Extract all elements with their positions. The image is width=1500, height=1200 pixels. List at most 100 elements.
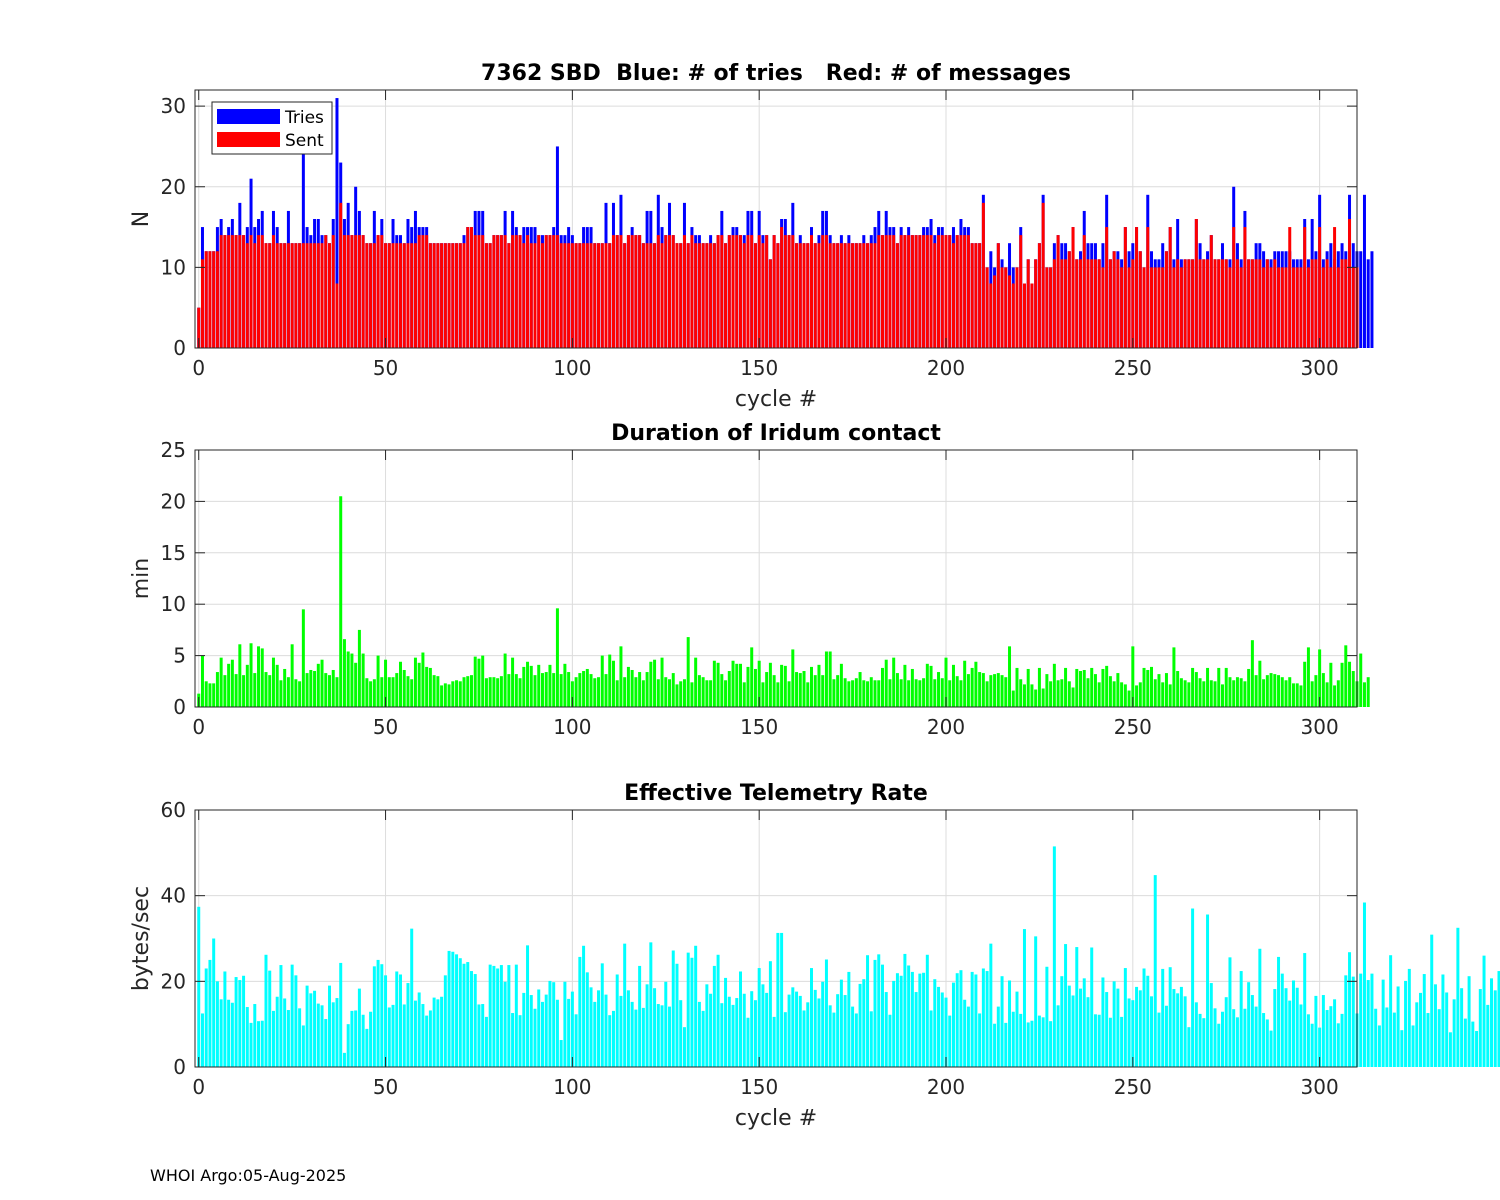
bar-duration bbox=[1176, 671, 1180, 707]
bar-duration bbox=[712, 660, 716, 707]
bar-duration bbox=[1269, 673, 1273, 707]
bar-sent bbox=[705, 243, 709, 348]
bar-duration bbox=[331, 669, 335, 707]
bar-duration bbox=[880, 667, 884, 707]
bar-duration bbox=[873, 680, 877, 707]
bar-sent bbox=[761, 243, 765, 348]
bar-sent bbox=[735, 235, 739, 348]
bar-duration bbox=[1093, 674, 1097, 707]
bar-duration bbox=[466, 676, 470, 707]
bar-rate bbox=[1022, 929, 1026, 1067]
bar-duration bbox=[335, 677, 339, 707]
bar-duration bbox=[978, 672, 982, 707]
bar-duration bbox=[436, 676, 440, 707]
bar-rate bbox=[413, 1000, 417, 1067]
bar-duration bbox=[593, 678, 597, 707]
bar-rate bbox=[937, 986, 941, 1067]
y-tick-label: 25 bbox=[161, 438, 186, 462]
bar-sent bbox=[772, 235, 776, 348]
bar-duration bbox=[245, 664, 249, 707]
bar-sent bbox=[895, 243, 899, 348]
bar-sent bbox=[1310, 259, 1314, 348]
bar-rate bbox=[656, 1004, 660, 1067]
bar-duration bbox=[641, 680, 645, 707]
bar-duration bbox=[1336, 680, 1340, 707]
bar-duration bbox=[1306, 647, 1310, 707]
bar-duration bbox=[690, 682, 694, 707]
bar-duration bbox=[824, 651, 828, 707]
x-tick-label: 300 bbox=[1301, 1075, 1339, 1099]
bar-duration bbox=[910, 668, 914, 707]
bar-rate bbox=[768, 961, 772, 1067]
bar-duration bbox=[1064, 667, 1068, 707]
bar-rate bbox=[455, 954, 459, 1067]
bar-duration bbox=[511, 657, 515, 707]
bar-sent bbox=[1045, 267, 1049, 348]
bar-sent bbox=[753, 243, 757, 348]
bar-sent bbox=[776, 243, 780, 348]
bar-rate bbox=[1280, 973, 1284, 1067]
bar-duration bbox=[839, 663, 843, 707]
bar-sent bbox=[918, 235, 922, 348]
bar-sent bbox=[529, 243, 533, 348]
bar-rate bbox=[1310, 1023, 1314, 1067]
bar-duration bbox=[626, 666, 630, 707]
bar-rate bbox=[1400, 1030, 1404, 1067]
bar-duration bbox=[1232, 680, 1236, 707]
bar-rate bbox=[466, 962, 470, 1067]
bar-sent bbox=[884, 235, 888, 348]
bar-duration bbox=[757, 660, 761, 707]
bar-rate bbox=[679, 1000, 683, 1067]
bar-duration bbox=[1220, 684, 1224, 707]
bar-sent bbox=[626, 235, 630, 348]
bar-duration bbox=[574, 677, 578, 707]
bar-sent bbox=[462, 243, 466, 348]
bar-sent bbox=[1041, 202, 1045, 348]
legend-label-sent: Sent bbox=[285, 131, 324, 151]
bar-sent bbox=[585, 243, 589, 348]
bar-rate bbox=[712, 965, 716, 1067]
bar-rate bbox=[511, 1013, 515, 1067]
bar-duration bbox=[701, 677, 705, 707]
bar-duration bbox=[1224, 667, 1228, 707]
bar-duration bbox=[1079, 671, 1083, 707]
bar-duration bbox=[1228, 677, 1232, 707]
bar-rate bbox=[313, 990, 317, 1067]
bar-sent bbox=[309, 243, 313, 348]
bar-rate bbox=[1344, 975, 1348, 1067]
bar-sent bbox=[1187, 259, 1191, 348]
bar-sent bbox=[649, 243, 653, 348]
bar-sent bbox=[357, 235, 361, 348]
bar-rate bbox=[298, 1008, 302, 1067]
bar-rate bbox=[1422, 974, 1426, 1067]
bar-rate bbox=[1172, 989, 1176, 1067]
bar-rate bbox=[795, 991, 799, 1067]
bar-duration bbox=[342, 639, 346, 707]
bar-rate bbox=[208, 959, 212, 1067]
bar-rate bbox=[761, 984, 765, 1067]
bar-duration bbox=[1277, 675, 1281, 707]
bar-sent bbox=[854, 243, 858, 348]
bar-sent bbox=[783, 235, 787, 348]
bar-sent bbox=[810, 235, 813, 348]
bar-rate bbox=[432, 997, 436, 1067]
bar-rate bbox=[1041, 1017, 1045, 1067]
bar-duration bbox=[877, 680, 881, 707]
bar-sent bbox=[522, 243, 526, 348]
bar-duration bbox=[679, 681, 683, 707]
bar-sent bbox=[675, 243, 679, 348]
bar-sent bbox=[1220, 259, 1224, 348]
bar-rate bbox=[611, 1010, 615, 1067]
bar-duration bbox=[481, 655, 485, 707]
bar-sent bbox=[1026, 259, 1030, 348]
bar-sent bbox=[862, 243, 866, 348]
bar-rate bbox=[1198, 1013, 1202, 1067]
bar-duration bbox=[365, 678, 369, 707]
bar-sent bbox=[1060, 259, 1064, 348]
bar-rate bbox=[802, 1010, 806, 1067]
bar-sent bbox=[839, 243, 843, 348]
bar-duration bbox=[933, 679, 937, 707]
bar-sent bbox=[1235, 259, 1239, 348]
bar-sent bbox=[533, 243, 537, 348]
bar-duration bbox=[417, 662, 421, 707]
